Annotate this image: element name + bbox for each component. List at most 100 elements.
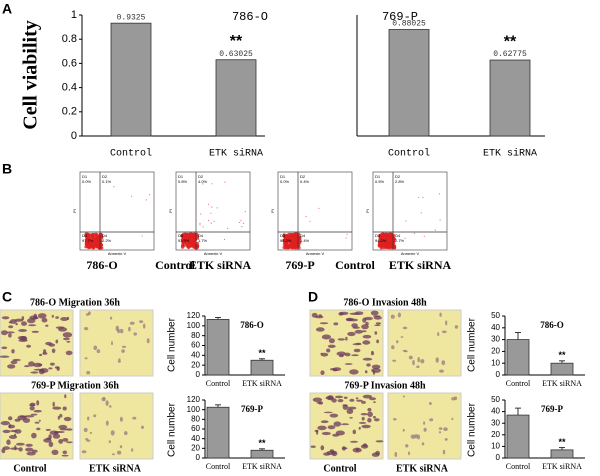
event-dot [423,235,425,237]
cell-blob [129,321,135,325]
cell-blob [39,353,43,357]
cell-blob [439,312,442,317]
cell-blob [48,367,53,370]
y-tick-label: 120 [187,311,201,320]
quadrant-percent: 0.0% [280,179,290,184]
cell-blob [93,345,98,351]
cell-blob [105,400,109,406]
y-tick-label: 60 [191,424,200,433]
cell-blob [65,350,73,356]
quadrant-percent: 0.4% [300,179,310,184]
flow-caption: 786-O [86,258,117,272]
cell-blob [349,398,355,402]
bar [550,362,574,376]
cell-blob [349,417,353,419]
cell-blob [439,369,444,373]
event-dot [380,232,384,236]
value-label: 0.62775 [493,50,527,59]
x-tick-label: Control [206,462,231,471]
y-axis-label: Cell viability [20,20,42,129]
cell-blob [48,441,54,448]
event-dot [293,242,297,246]
cell-blob [372,416,376,419]
cell-blob [26,451,36,456]
cell-blob [429,402,432,405]
cell-blob [124,431,128,436]
bar [110,22,152,137]
event-dot [345,237,347,239]
bar [550,449,574,459]
event-dot [211,206,213,208]
cell-blob [6,331,15,334]
cell-blob [362,394,373,399]
flow-x-label: Annexin V [401,251,420,256]
event-dot [213,220,215,222]
cell-blob [370,310,379,316]
cell-blob [38,419,41,422]
y-tick-label: 50 [491,311,500,320]
cell-blob [89,432,93,434]
cell-blob [354,329,363,334]
cell-blob [451,397,456,401]
event-dot [240,220,242,222]
cell-blob [346,318,353,322]
y-axis-label: Cell number [167,317,178,372]
cell-blob [29,406,35,411]
cell-blob [349,312,360,315]
cell-blob [331,398,337,403]
cell-blob [29,402,36,406]
cell-blob [345,336,348,341]
cell-blob [366,363,371,367]
event-dot [86,245,90,249]
quadrant-name: D2 [102,174,108,179]
cell-blob [416,365,420,369]
event-dot [238,221,240,224]
cell-blob [48,343,56,347]
y-tick-label: 10 [491,358,500,367]
cell-blob [101,397,106,402]
cell-blob [329,413,339,418]
y-axis-label: Cell number [467,317,478,372]
event-dot [113,186,115,188]
cell-blob [371,364,381,369]
cell-blob [64,394,67,399]
cell-blob [30,371,39,374]
cell-blob [55,316,59,319]
cell-blob [59,413,63,418]
cell-blob [333,421,342,427]
micrograph [387,392,462,460]
event-dot [305,216,307,218]
cell-blob [337,338,345,341]
cell-blob [14,433,17,437]
micrograph-caption: Control [323,463,356,474]
x-tick-label: Control [506,379,531,388]
event-dot [293,236,297,240]
cell-blob [55,339,59,344]
cell-blob [344,363,353,365]
flow-caption: ETK siRNA [189,258,252,272]
cell-blob [143,323,146,329]
micrograph [387,309,462,377]
cell-blob [396,340,399,344]
cell-blob [342,404,349,410]
cell-blob [52,406,62,410]
event-dot [182,240,186,244]
cell-blob [317,425,327,431]
cell-blob [109,405,112,408]
significance: ** [504,33,517,50]
event-dot [84,240,88,244]
event-dot [86,233,90,237]
cell-blob [417,434,420,440]
cell-blob [66,441,73,444]
flow-caption: Control [155,258,195,272]
cell-blob [371,452,380,457]
quadrant-name: D4 [300,233,306,238]
cell-blob [36,400,40,406]
cell-blob [110,430,115,436]
event-dot [91,236,95,240]
cell-blob [374,324,381,327]
event-dot [405,220,407,222]
cell-blob [321,431,331,436]
quadrant-name: D3 [178,233,184,238]
cell-blob [347,331,356,337]
